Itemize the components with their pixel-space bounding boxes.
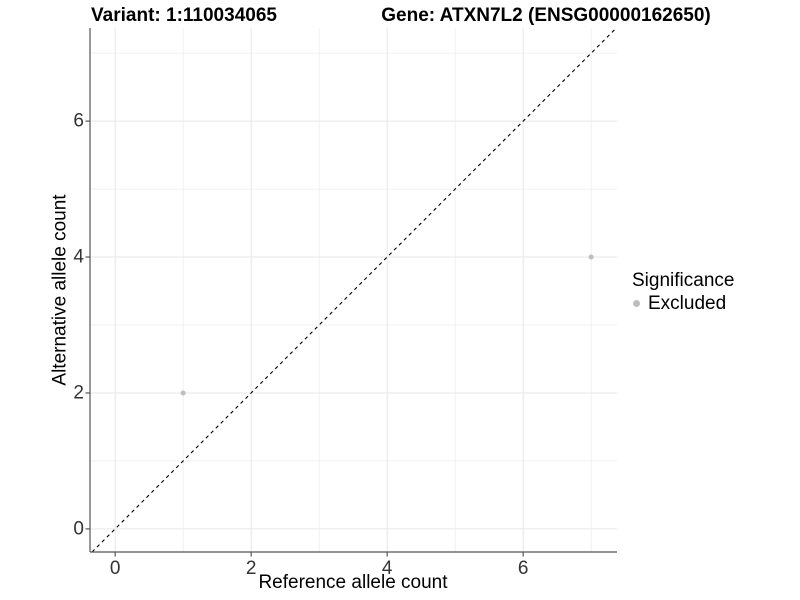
x-tick-label: 6: [517, 558, 529, 579]
legend-item-label: Excluded: [648, 293, 727, 314]
data-point: [180, 390, 186, 396]
excluded-point-icon: [633, 300, 640, 307]
y-tick-label: 4: [73, 246, 84, 268]
plot-title-variant: Variant: 1:110034065: [91, 5, 277, 26]
legend: Significance Excluded: [632, 270, 734, 314]
x-tick-label: 4: [381, 558, 393, 579]
plot-title-gene: Gene: ATXN7L2 (ENSG00000162650): [381, 5, 711, 26]
data-point: [588, 254, 594, 260]
x-tick-label: 2: [245, 558, 257, 579]
identity-reference-line: [91, 27, 617, 553]
y-tick-label: 6: [73, 110, 84, 132]
y-axis-title: Alternative allele count: [49, 194, 71, 386]
y-tick-label: 0: [73, 518, 84, 540]
x-tick-label: 0: [109, 558, 121, 579]
legend-title: Significance: [632, 270, 735, 291]
y-tick-label: 2: [73, 382, 84, 404]
legend-item-excluded: Excluded: [633, 293, 734, 314]
x-axis-title: Reference allele count: [258, 572, 448, 593]
